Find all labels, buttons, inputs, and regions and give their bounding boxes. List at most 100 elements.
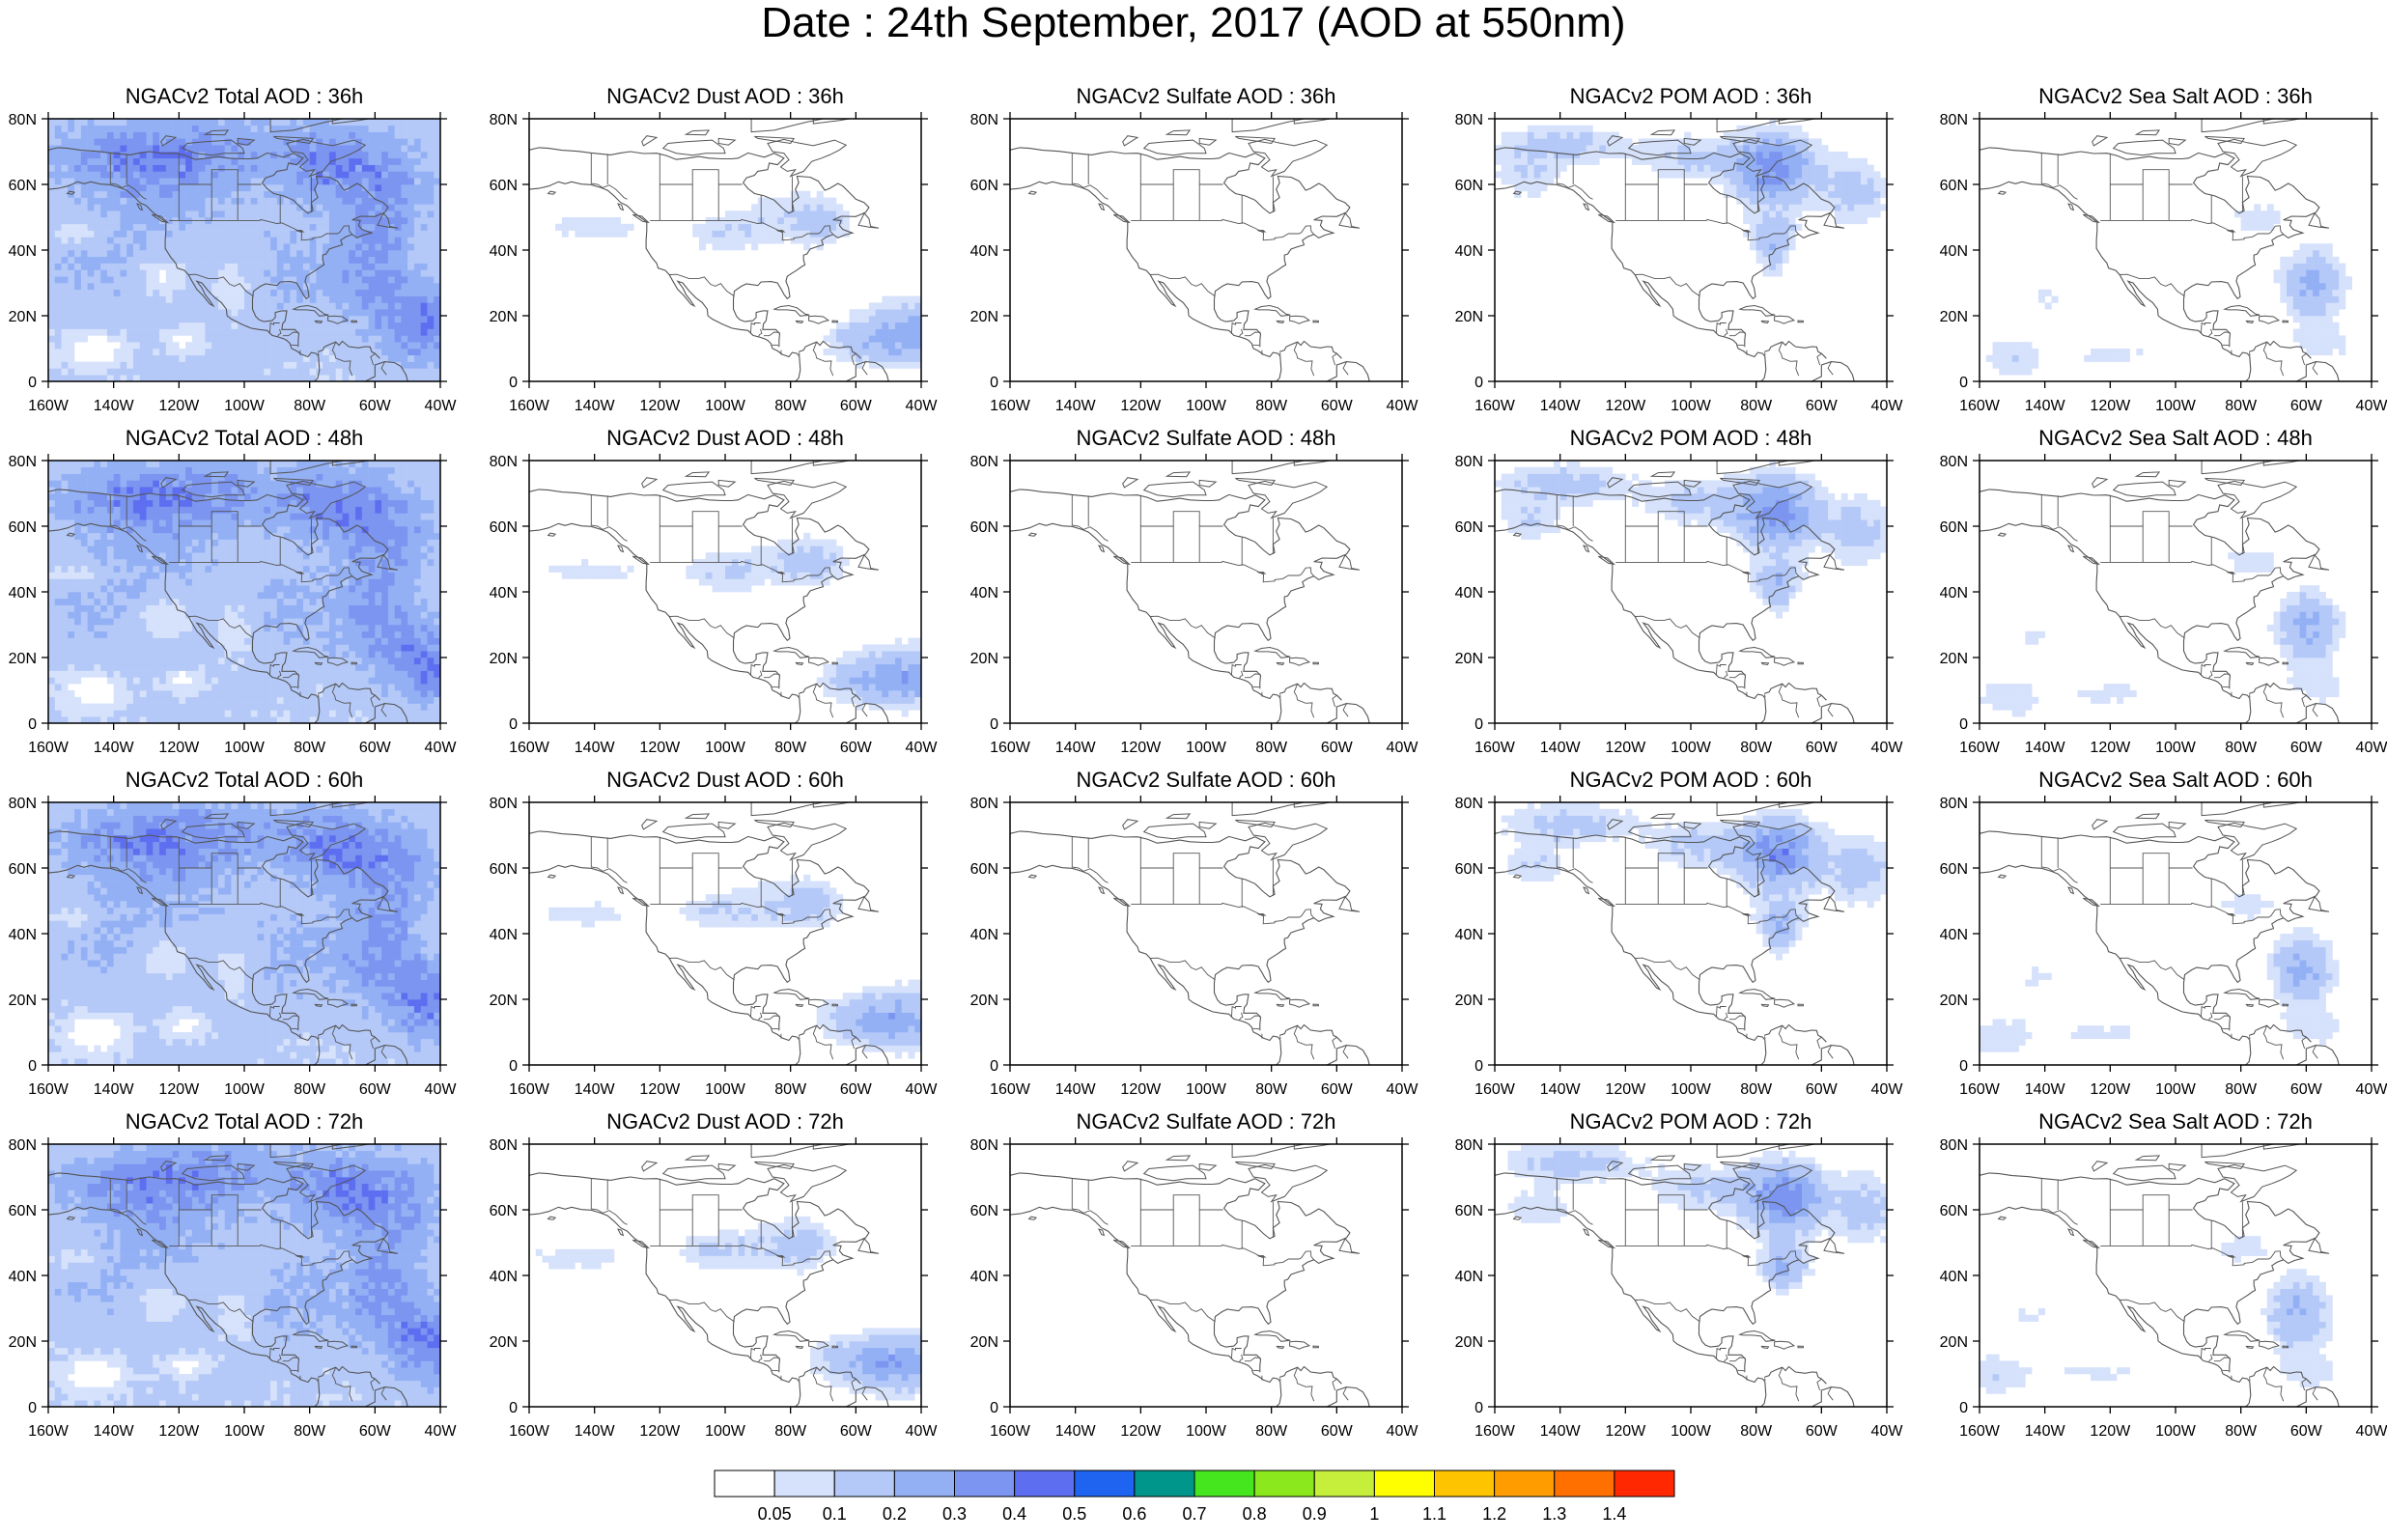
political-boundary (660, 184, 692, 220)
aod-shading (1502, 802, 1888, 961)
aod-shading (555, 191, 921, 369)
island-outline (2283, 321, 2288, 322)
island-outline (1775, 316, 1794, 323)
y-tick-label: 60N (970, 178, 998, 194)
island-outline (1144, 140, 1206, 155)
political-boundary (1725, 671, 1727, 679)
political-boundary (2120, 274, 2184, 296)
aod-shading (48, 1144, 440, 1407)
island-outline (1249, 481, 1327, 518)
island-outline (1166, 814, 1190, 819)
x-tick-label: 60W (2290, 1081, 2323, 1098)
island-outline (1514, 875, 1522, 878)
x-tick-label: 120W (1120, 740, 1162, 756)
y-tick-label: 40N (9, 1269, 37, 1285)
x-tick-label: 40W (1871, 398, 1904, 414)
colorbar-label: 1 (1369, 1504, 1379, 1524)
aod-shading (1980, 552, 2345, 716)
x-tick-label: 160W (1959, 740, 2001, 756)
island-outline (1249, 1164, 1327, 1201)
x-tick-label: 140W (1540, 1423, 1582, 1440)
political-boundary (2169, 1210, 2192, 1246)
x-tick-label: 100W (2155, 398, 2197, 414)
island-outline (2309, 1239, 2329, 1253)
coastline (1010, 831, 1369, 1065)
political-boundary (1343, 362, 1348, 376)
y-tick-label: 60N (9, 178, 37, 194)
x-tick-label: 40W (425, 740, 458, 756)
panel-title: NGACv2 Dust AOD : 72h (471, 1109, 979, 1134)
x-tick-label: 60W (1321, 740, 1354, 756)
y-tick-label: 80N (9, 112, 37, 128)
coastline (1010, 148, 1369, 381)
political-boundary (1343, 1046, 1348, 1059)
island-outline (2246, 321, 2253, 322)
political-boundary (2209, 1013, 2212, 1021)
island-outline (1651, 130, 1674, 135)
island-outline (751, 1144, 823, 1158)
island-outline (1232, 1144, 1304, 1158)
political-boundary (1240, 671, 1243, 679)
political-boundary (1131, 219, 1314, 239)
political-boundary (1716, 1007, 1726, 1018)
island-outline (548, 533, 556, 536)
political-boundary (1635, 274, 1699, 296)
political-boundary (759, 1355, 762, 1362)
y-tick-label: 20N (9, 651, 37, 667)
y-tick-label: 40N (970, 585, 998, 602)
y-tick-label: 0 (1959, 716, 1968, 733)
political-boundary (692, 1195, 718, 1210)
x-tick-label: 60W (840, 1081, 873, 1098)
political-boundary (319, 352, 320, 355)
island-outline (2202, 461, 2273, 474)
y-tick-label: 80N (1940, 796, 1968, 812)
island-outline (1775, 999, 1794, 1007)
y-tick-label: 40N (490, 1269, 518, 1285)
x-tick-label: 100W (1186, 1081, 1227, 1098)
y-tick-label: 80N (1455, 112, 1483, 128)
colorbar-label: 1.4 (1602, 1504, 1626, 1524)
x-tick-label: 60W (1321, 398, 1354, 414)
colorbar-box (1495, 1470, 1555, 1497)
island-outline (663, 824, 725, 839)
y-tick-label: 40N (1455, 243, 1483, 260)
x-tick-label: 160W (28, 1423, 70, 1440)
political-boundary (2214, 1016, 2231, 1020)
colorbar-label: 0.05 (758, 1504, 792, 1524)
y-tick-label: 60N (490, 519, 518, 536)
political-boundary (759, 671, 762, 679)
y-tick-label: 60N (1455, 1203, 1483, 1219)
island-outline (1123, 820, 1137, 829)
island-outline (774, 1331, 810, 1342)
political-boundary (1252, 686, 1259, 687)
y-tick-label: 60N (1455, 519, 1483, 536)
panel-title: NGACv2 Sulfate AOD : 48h (952, 426, 1460, 451)
colorbar-label: 0.4 (1002, 1504, 1026, 1524)
island-outline (642, 136, 657, 146)
x-tick-label: 60W (359, 398, 392, 414)
y-tick-label: 40N (1940, 585, 1968, 602)
x-tick-label: 140W (2025, 1081, 2066, 1098)
x-tick-label: 60W (1806, 1423, 1839, 1440)
panel-title: NGACv2 Sea Salt AOD : 48h (1922, 426, 2387, 451)
political-boundary (2169, 526, 2192, 562)
island-outline (1123, 1162, 1137, 1171)
island-outline (1290, 999, 1309, 1007)
y-tick-label: 60N (1940, 178, 1968, 194)
political-boundary (1729, 1358, 1746, 1361)
aod-shading (548, 533, 921, 717)
island-outline (2218, 823, 2296, 859)
x-tick-label: 80W (774, 1081, 807, 1098)
x-tick-label: 160W (509, 740, 550, 756)
x-tick-label: 40W (906, 398, 939, 414)
island-outline (663, 1165, 725, 1181)
y-tick-label: 20N (970, 993, 998, 1009)
island-outline (774, 306, 810, 317)
political-boundary (1199, 184, 1222, 220)
political-boundary (1245, 332, 1261, 336)
y-tick-label: 80N (490, 454, 518, 470)
